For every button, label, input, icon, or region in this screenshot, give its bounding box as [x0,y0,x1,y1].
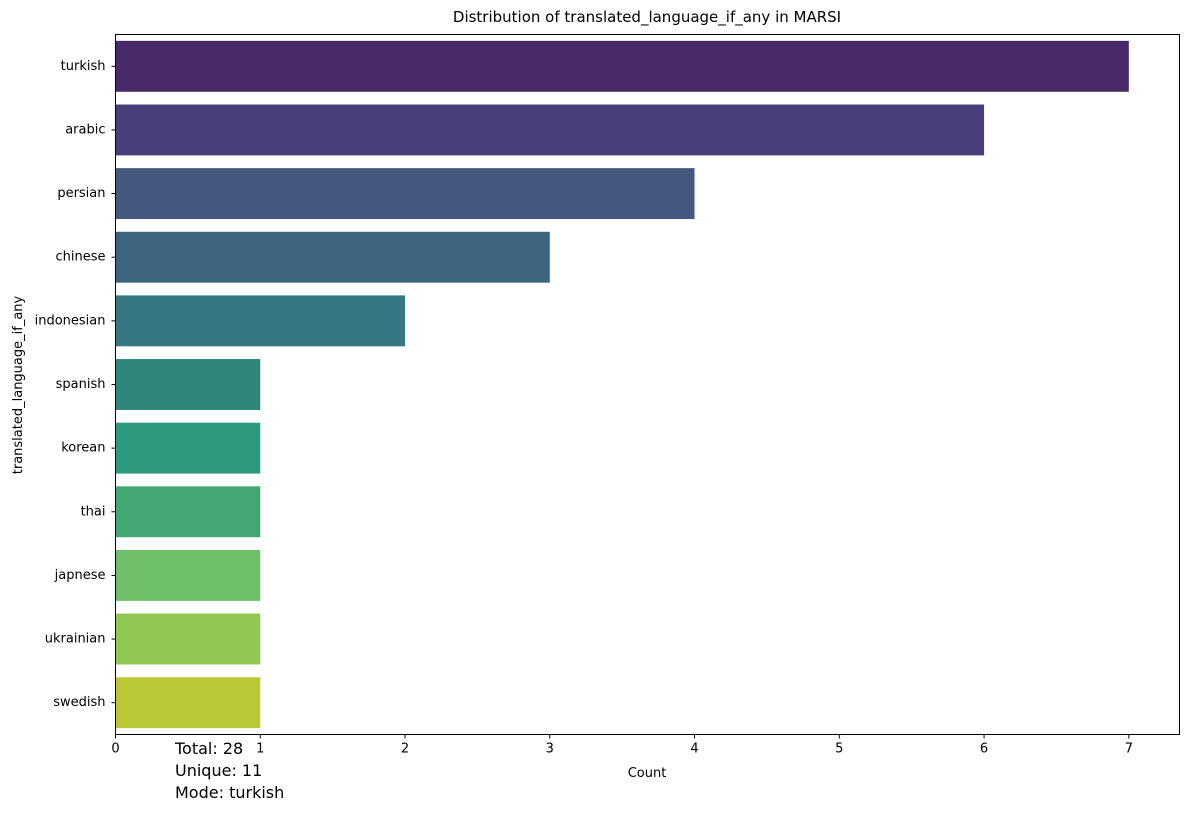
y-axis-ticks: turkish arabic persian chinese indonesian spa… [35,59,116,710]
bar-spanish [115,359,261,410]
bar-korean [115,422,261,474]
bar-persian [115,168,695,220]
bar-turkish [115,40,1129,92]
y-tick-label: spanish [56,377,106,392]
bars-group [115,40,1129,729]
summary-stats: Total: 28 Unique: 11 Mode: turkish [175,738,284,804]
y-tick-label: thai [81,504,106,519]
y-tick-label: indonesian [35,313,106,328]
x-tick-label: 3 [546,742,554,757]
x-tick-label: 0 [111,742,119,757]
y-axis-label: translated_language_if_any [11,295,26,474]
x-axis-label: Count [628,766,667,781]
plot-frame [115,34,1180,735]
bar-ukrainian [115,613,261,665]
y-tick-label: chinese [55,250,105,265]
bar-japnese [115,549,261,601]
chart-title: Distribution of translated_language_if_a… [453,8,841,27]
y-tick-label: japnese [54,568,106,583]
bar-chinese [115,231,550,283]
stat-total: Total: 28 [175,739,244,758]
x-tick-label: 7 [1125,742,1133,757]
y-tick-label: swedish [53,695,105,710]
y-tick-label: turkish [61,59,106,74]
bar-indonesian [115,295,406,347]
x-tick-label: 6 [980,742,988,757]
x-axis-ticks: 0 1 2 3 4 5 6 7 [111,734,1133,757]
x-tick-label: 5 [835,742,843,757]
bar-thai [115,486,261,538]
y-tick-label: ukrainian [45,632,106,647]
y-tick-label: korean [61,441,105,456]
bar-swedish [115,677,261,729]
bar-arabic [115,104,985,156]
x-tick-label: 2 [401,742,409,757]
y-tick-label: arabic [65,122,105,137]
x-tick-label: 4 [690,742,698,757]
stat-mode: Mode: turkish [175,783,285,802]
x-tick-label: 1 [256,742,264,757]
y-tick-label: persian [57,186,105,201]
stat-unique: Unique: 11 [175,761,263,780]
